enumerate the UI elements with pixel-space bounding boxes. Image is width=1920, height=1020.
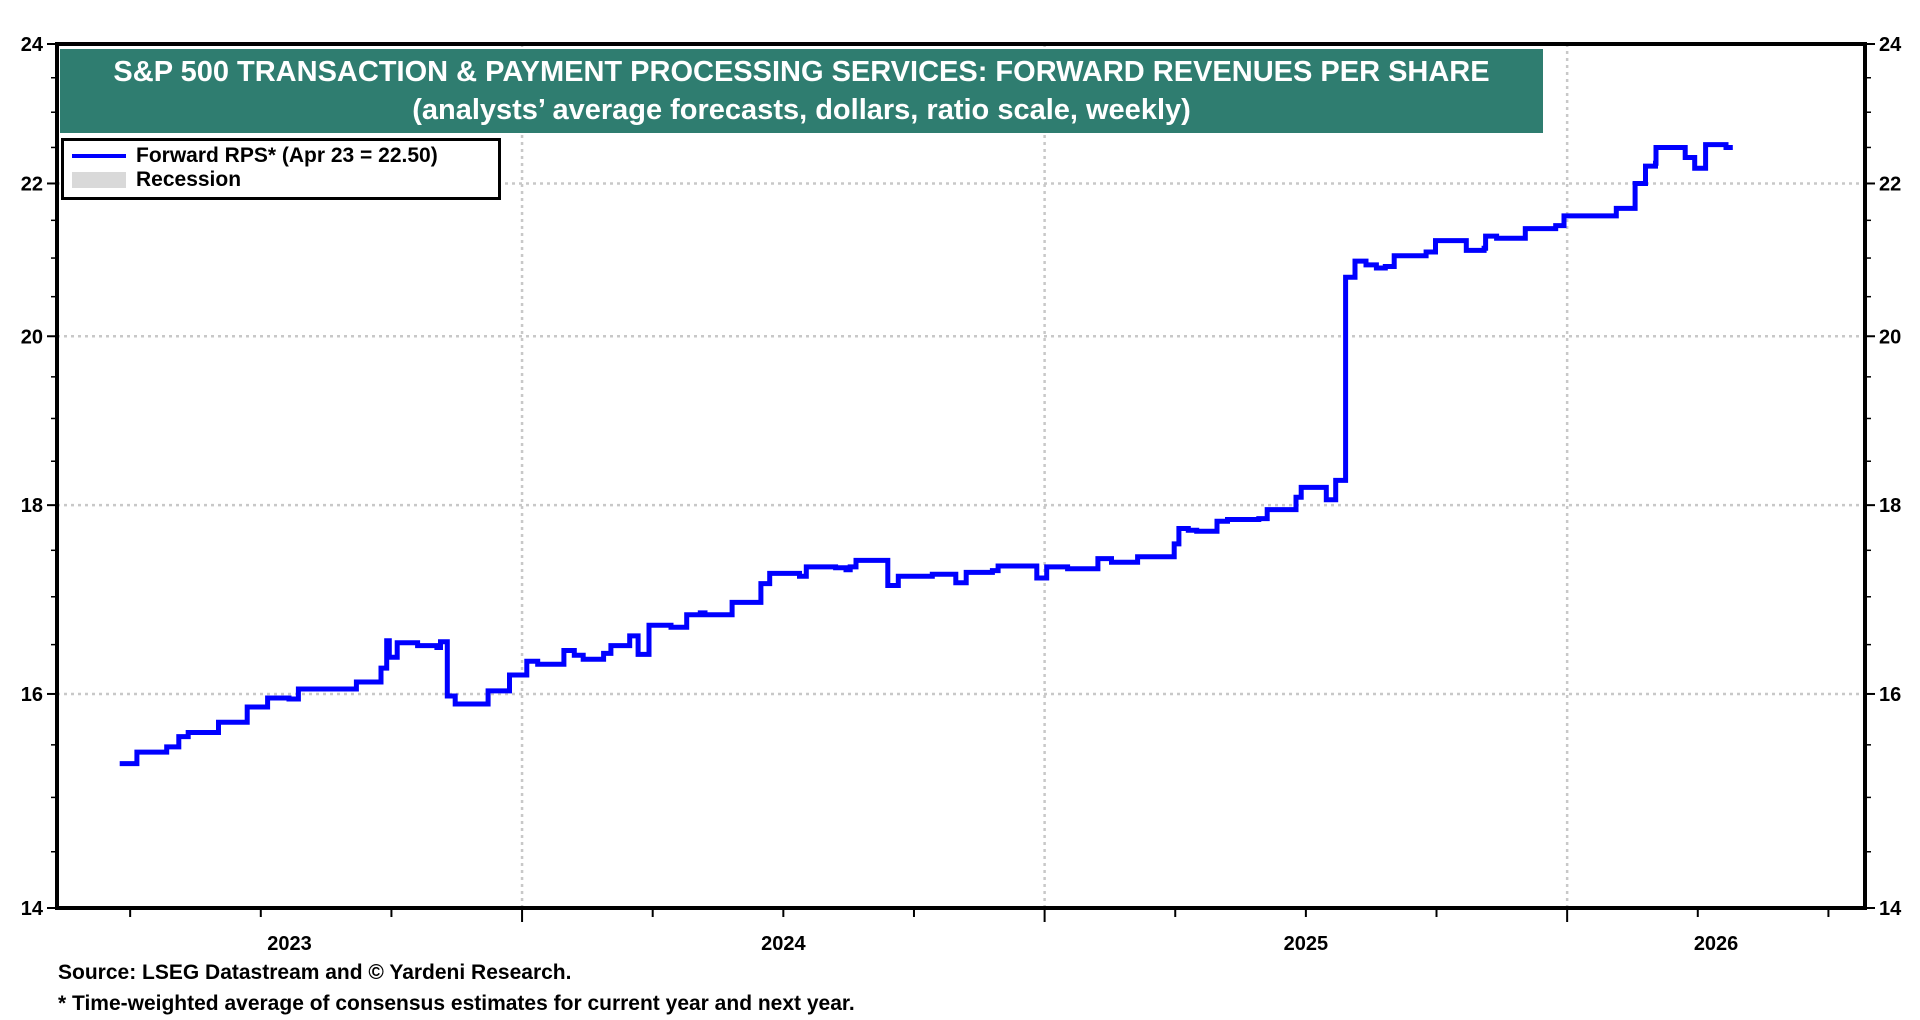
y-tick-label-left: 14 (21, 898, 44, 920)
tick-labels: 14 14 16 16 18 18 20 20 22 22 24 24 2023 2024 2025 2026 (21, 34, 1902, 955)
y-tick-label-right: 14 (1879, 898, 1902, 920)
y-tick-label-left: 20 (21, 326, 43, 348)
x-tick-label-2025: 2025 (1284, 933, 1329, 955)
y-tick-label-left: 24 (21, 34, 44, 56)
legend-entry-forward-rps: Forward RPS* (Apr 23 = 22.50) (72, 144, 438, 168)
legend: Forward RPS* (Apr 23 = 22.50) Recession (61, 138, 501, 200)
x-tick-label-2023: 2023 (267, 933, 312, 955)
y-tick-label-left: 22 (21, 173, 43, 195)
legend-line-swatch (72, 154, 126, 158)
chart-title: S&P 500 TRANSACTION & PAYMENT PROCESSING… (113, 56, 1490, 88)
x-tick-label-2026: 2026 (1694, 933, 1739, 955)
y-tick-label-right: 18 (1879, 495, 1901, 517)
y-tick-label-right: 24 (1879, 34, 1902, 56)
axes (47, 42, 1875, 922)
plot-frame (55, 42, 1867, 910)
legend-label-forward-rps: Forward RPS* (Apr 23 = 22.50) (136, 144, 438, 167)
footnote: * Time-weighted average of consensus est… (58, 992, 855, 1015)
legend-entry-recession: Recession (72, 168, 241, 192)
legend-label-recession: Recession (136, 168, 242, 191)
legend-recession-swatch (72, 172, 126, 188)
chart-subtitle: (analysts’ average forecasts, dollars, r… (412, 94, 1191, 126)
y-tick-label-left: 16 (21, 684, 43, 706)
x-tick-label-2024: 2024 (761, 933, 806, 955)
y-tick-label-left: 18 (21, 495, 43, 517)
series-line-forward-rps (119, 142, 1733, 767)
y-tick-label-right: 16 (1879, 684, 1901, 706)
y-tick-label-right: 22 (1879, 173, 1901, 195)
series-layer (119, 142, 1733, 767)
y-tick-label-right: 20 (1879, 326, 1901, 348)
source-note: Source: LSEG Datastream and © Yardeni Re… (58, 961, 572, 984)
chart-title-banner: S&P 500 TRANSACTION & PAYMENT PROCESSING… (60, 49, 1543, 133)
